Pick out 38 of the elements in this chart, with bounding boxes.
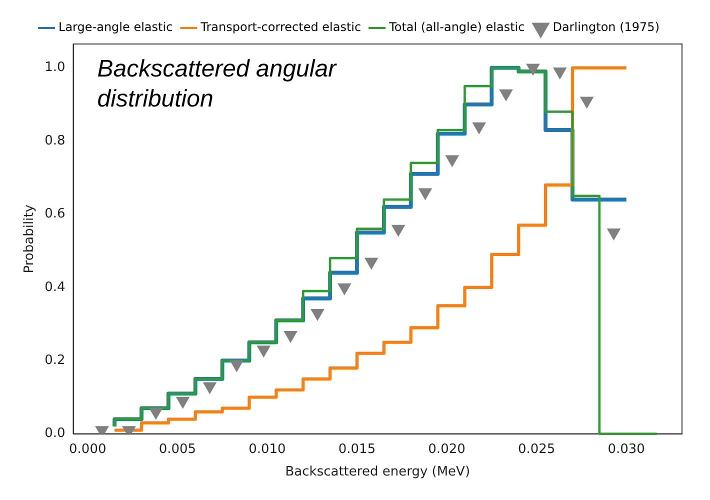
point — [176, 396, 190, 408]
y-axis-title: Probability — [22, 204, 38, 274]
point — [392, 224, 405, 236]
point — [526, 64, 540, 76]
point — [472, 122, 486, 134]
point — [203, 382, 216, 394]
x-tick-label: 0.025 — [518, 442, 556, 457]
x-tick-label: 0.005 — [158, 442, 196, 457]
point — [553, 67, 566, 79]
point — [257, 346, 270, 358]
x-tick-label: 0.020 — [428, 442, 466, 457]
y-tick-label: 0.0 — [44, 426, 66, 442]
legend-label: Large-angle elastic — [58, 20, 173, 34]
point — [284, 330, 298, 342]
point — [338, 283, 351, 295]
point — [607, 228, 620, 240]
legend-label: Transport-corrected elastic — [200, 20, 362, 34]
legend-label: Total (all-angle) elastic — [388, 20, 525, 34]
point — [446, 155, 459, 167]
y-tick-label: 0.6 — [44, 206, 66, 222]
point — [499, 89, 513, 101]
point — [149, 408, 162, 420]
point — [364, 258, 378, 270]
x-tick-label: 0.010 — [248, 442, 286, 457]
x-axis-title: Backscattered energy (MeV) — [285, 464, 470, 480]
point — [580, 96, 594, 108]
point — [230, 360, 244, 372]
x-tick-label: 0.030 — [608, 442, 645, 457]
legend-label: Darlington (1975) — [552, 20, 660, 34]
y-tick-label: 0.8 — [44, 133, 66, 148]
x-tick-label: 0.015 — [338, 442, 376, 457]
point — [418, 188, 432, 200]
x-tick-label: 0.000 — [69, 442, 106, 457]
point — [310, 309, 324, 321]
annotation: Backscattered angular distribution — [97, 56, 338, 113]
y-tick-label: 0.2 — [44, 352, 66, 368]
y-tick-label: 1.0 — [44, 60, 66, 76]
y-tick-label: 0.4 — [44, 280, 66, 295]
